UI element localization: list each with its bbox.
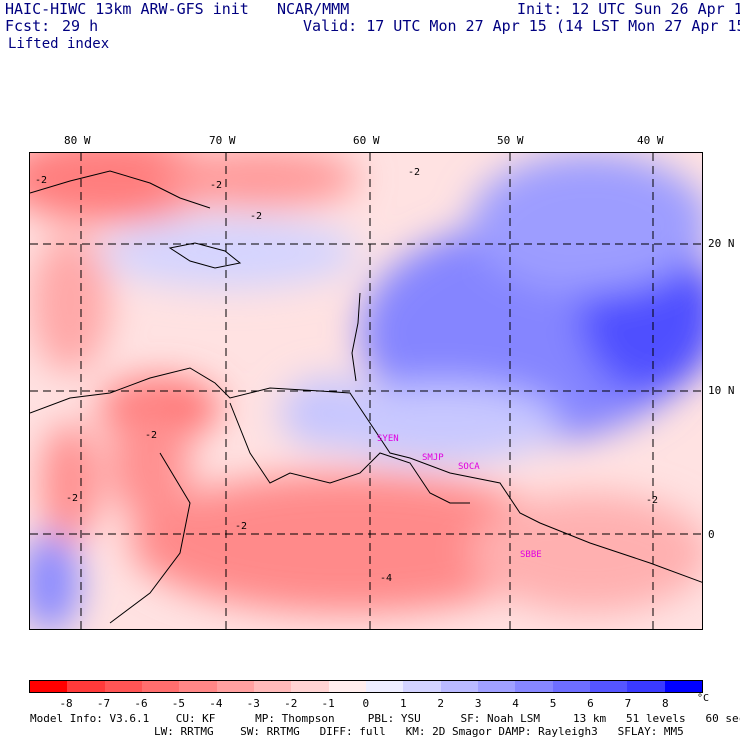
org-label: NCAR/MMM (277, 0, 350, 18)
colorbar-swatch (589, 681, 628, 692)
init-time: Init: 12 UTC Sun 26 Apr 15 (517, 0, 740, 18)
colorbar-tick-label: 8 (662, 697, 669, 710)
contour-label: -2 (235, 521, 247, 532)
lat-label-0: 0 (708, 528, 715, 541)
shaded-field (30, 153, 702, 629)
colorbar-tick-label: -8 (59, 697, 73, 710)
colorbar-swatch (477, 681, 516, 692)
lat-label-10n: 10 N (708, 384, 735, 397)
graticule (30, 153, 702, 629)
map-canvas: -2 -2 -2 -2 -2 -2 -2 -2 -4 SYEN SMJP SOC… (30, 153, 702, 629)
fcst-value: 29 h (62, 17, 99, 35)
model-info-line2: LW: RRTMG SW: RRTMG DIFF: full KM: 2D Sm… (154, 725, 684, 738)
colorbar-swatch (291, 681, 329, 692)
andes-ridge (109, 452, 191, 624)
field-name: Lifted index (8, 36, 110, 52)
colorbar-swatch (365, 681, 404, 692)
colorbar-swatch (552, 681, 590, 692)
colorbar-tick-label: 5 (549, 697, 557, 710)
station-soca: SOCA (458, 462, 480, 472)
lifted-index-map: -2 -2 -2 -2 -2 -2 -2 -2 -4 SYEN SMJP SOC… (29, 152, 703, 630)
south-america-coast (30, 367, 702, 583)
lon-label-60w: 60 W (353, 134, 380, 147)
colorbar-swatch (664, 681, 702, 692)
colorbar-tick-label: 1 (399, 697, 407, 710)
station-syen: SYEN (377, 434, 399, 444)
colorbar-swatch (141, 681, 180, 692)
coastlines (30, 170, 702, 624)
lon-label-50w: 50 W (497, 134, 524, 147)
colorbar-tick-label: -5 (171, 697, 186, 710)
colorbar-swatch (328, 681, 366, 692)
hispaniola-coast (168, 242, 242, 269)
model-title: HAIC-HIWC 13km ARW-GFS init (5, 0, 249, 18)
rivers (229, 402, 470, 504)
contour-label: -2 (145, 430, 157, 441)
colorbar-swatch (403, 681, 441, 692)
colorbar-tick-label: -1 (321, 697, 335, 710)
colorbar-swatch (440, 681, 478, 692)
colorbar-tick-label: -4 (209, 697, 223, 710)
contour-label: -2 (35, 175, 47, 186)
colorbar-tick-label: 3 (474, 697, 482, 710)
colorbar-swatch (253, 681, 292, 692)
contour-label: -2 (646, 495, 658, 506)
lat-label-20n: 20 N (708, 237, 735, 250)
model-info-line1: Model Info: V3.6.1 CU: KF MP: Thompson P… (30, 712, 740, 725)
colorbar-swatch (515, 681, 553, 692)
colorbar-swatch (216, 681, 254, 692)
lon-label-70w: 70 W (209, 134, 236, 147)
colorbar-swatch (179, 681, 217, 692)
contour-label: -2 (66, 493, 78, 504)
contour-label: -4 (380, 573, 392, 584)
fcst-label: Fcst: (5, 17, 51, 35)
colorbar-tick-label: -2 (284, 697, 298, 710)
colorbar-tick-label: -6 (134, 697, 148, 710)
colorbar-swatch (627, 681, 665, 692)
cuba-coast (30, 170, 211, 209)
colorbar-swatch (104, 681, 142, 692)
colorbar-tick-label: -7 (96, 697, 111, 710)
station-smjp: SMJP (422, 453, 444, 463)
colorbar-tick-label: 0 (362, 697, 370, 710)
lon-label-80w: 80 W (64, 134, 91, 147)
colorbar-swatch (30, 681, 68, 692)
station-sbbe: SBBE (520, 550, 542, 560)
colorbar-tick-label: 4 (512, 697, 519, 710)
valid-time: Valid: 17 UTC Mon 27 Apr 15 (14 LST Mon … (303, 17, 740, 35)
contour-label: -2 (250, 211, 262, 222)
colorbar (29, 680, 703, 693)
colorbar-tick-label: 2 (437, 697, 444, 710)
contour-label: -2 (408, 167, 420, 178)
colorbar-tick-label: 6 (587, 697, 594, 710)
colorbar-unit: °C (697, 693, 710, 704)
contour-label: -2 (210, 180, 222, 191)
lesser-antilles (351, 292, 361, 382)
colorbar-swatch (67, 681, 105, 692)
lon-label-40w: 40 W (637, 134, 664, 147)
colorbar-tick-label: -3 (246, 697, 260, 710)
colorbar-tick-label: 7 (624, 697, 632, 710)
